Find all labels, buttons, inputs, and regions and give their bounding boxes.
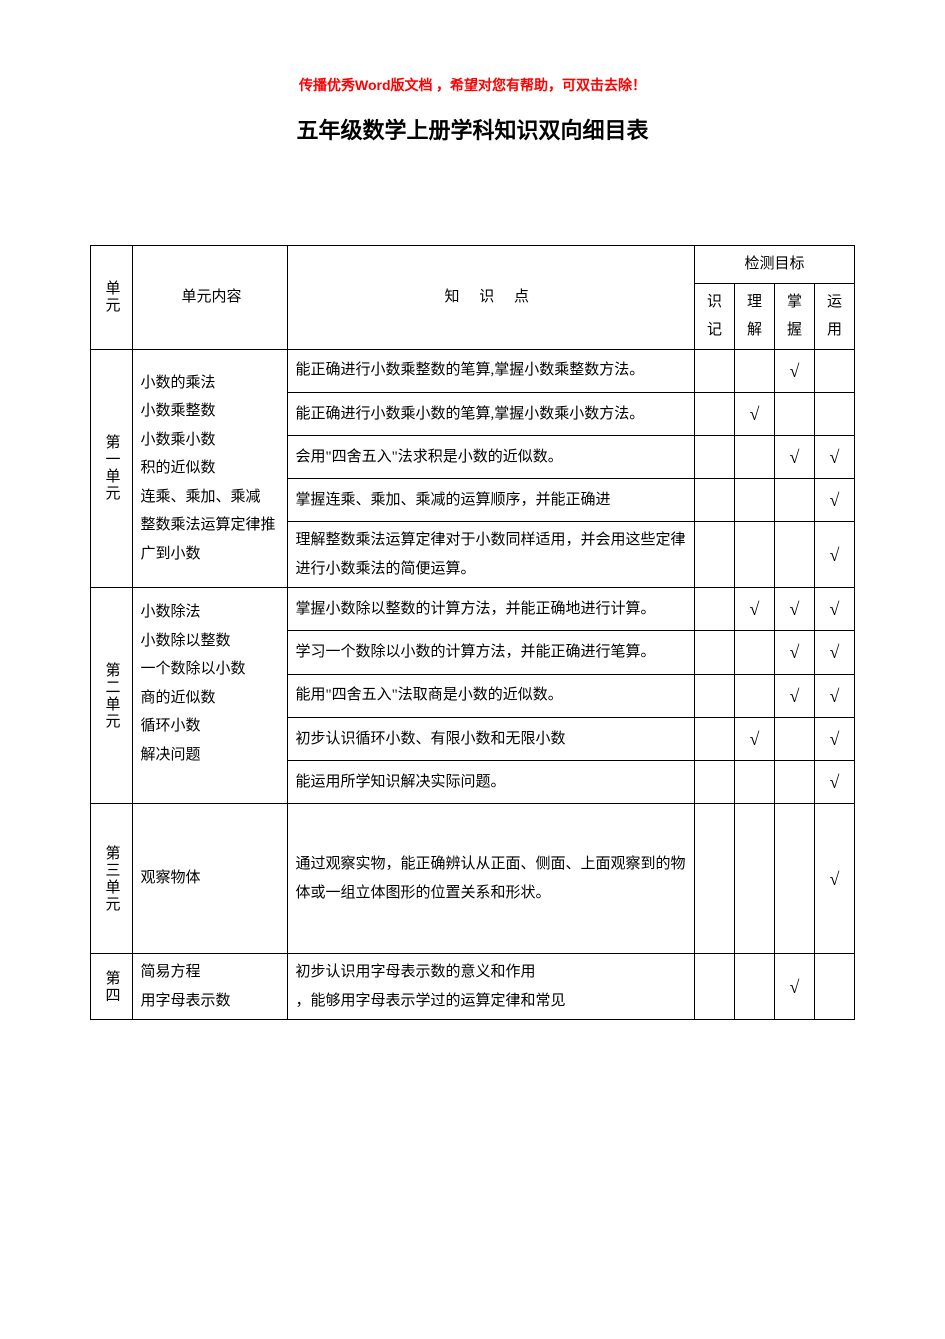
check-cell: [735, 954, 775, 1020]
knowledge-point: 理解整数乘法运算定律对于小数同样适用，并会用这些定律进行小数乘法的简便运算。: [287, 522, 695, 588]
knowledge-point: 能正确进行小数乘整数的笔算,掌握小数乘整数方法。: [287, 349, 695, 392]
check-cell: √: [775, 588, 815, 631]
check-cell: √: [815, 631, 855, 674]
check-cell: [815, 349, 855, 392]
check-cell: √: [815, 435, 855, 478]
check-cell: [695, 954, 735, 1020]
header-middle: 版文档 ，希望对您有帮助，可双击去除！: [391, 79, 647, 94]
knowledge-point: 学习一个数除以小数的计算方法，并能正确进行笔算。: [287, 631, 695, 674]
check-cell: [735, 631, 775, 674]
header-check4: 运用: [815, 283, 855, 349]
check-cell: [775, 522, 815, 588]
check-cell: [695, 588, 735, 631]
unit-label: 第四: [91, 954, 133, 1020]
table-row: 第四 简易方程 用字母表示数 初步认识用字母表示数的意义和作用 ，能够用字母表示…: [91, 954, 855, 1020]
unit-content: 小数的乘法 小数乘整数 小数乘小数 积的近似数 连乘、乘加、乘减 整数乘法运算定…: [132, 349, 287, 588]
check-cell: [695, 674, 735, 717]
unit-label: 第二单元: [91, 588, 133, 804]
table-header-row-1: 单元 单元内容 知 识 点 检测目标: [91, 246, 855, 284]
check-cell: [735, 804, 775, 954]
unit-content: 简易方程 用字母表示数: [132, 954, 287, 1020]
check-cell: [695, 804, 735, 954]
knowledge-point: 掌握小数除以整数的计算方法，并能正确地进行计算。: [287, 588, 695, 631]
check-cell: √: [775, 674, 815, 717]
check-cell: √: [735, 392, 775, 435]
check-cell: √: [775, 631, 815, 674]
check-cell: √: [815, 522, 855, 588]
check-cell: √: [775, 954, 815, 1020]
check-cell: [695, 435, 735, 478]
check-cell: [695, 392, 735, 435]
check-cell: √: [815, 479, 855, 522]
knowledge-point: 能运用所学知识解决实际问题。: [287, 761, 695, 804]
check-cell: √: [815, 761, 855, 804]
check-cell: [735, 349, 775, 392]
check-cell: √: [775, 435, 815, 478]
header-knowledge: 知 识 点: [287, 246, 695, 350]
document-title: 五年级数学上册学科知识双向细目表: [90, 113, 855, 145]
check-cell: [735, 761, 775, 804]
check-cell: [735, 674, 775, 717]
unit-content: 小数除法 小数除以整数 一个数除以小数 商的近似数 循环小数 解决问题: [132, 588, 287, 804]
unit-label: 第三单元: [91, 804, 133, 954]
check-cell: √: [735, 717, 775, 760]
check-cell: [695, 631, 735, 674]
table-row: 第三单元 观察物体 通过观察实物，能正确辨认从正面、侧面、上面观察到的物体或一组…: [91, 804, 855, 954]
check-cell: [735, 522, 775, 588]
header-check2: 理解: [735, 283, 775, 349]
check-cell: √: [735, 588, 775, 631]
check-cell: [695, 522, 735, 588]
check-cell: [815, 392, 855, 435]
table-row: 第二单元 小数除法 小数除以整数 一个数除以小数 商的近似数 循环小数 解决问题…: [91, 588, 855, 631]
table-row: 第一单元 小数的乘法 小数乘整数 小数乘小数 积的近似数 连乘、乘加、乘减 整数…: [91, 349, 855, 392]
check-cell: √: [775, 349, 815, 392]
check-cell: √: [815, 588, 855, 631]
header-check3: 掌握: [775, 283, 815, 349]
unit-content: 观察物体: [132, 804, 287, 954]
check-cell: [695, 349, 735, 392]
header-content: 单元内容: [132, 246, 287, 350]
curriculum-table: 单元 单元内容 知 识 点 检测目标 识记 理解 掌握 运用 第一单元 小数的乘…: [90, 245, 855, 1020]
header-check-target: 检测目标: [695, 246, 855, 284]
knowledge-point: 初步认识用字母表示数的意义和作用 ，能够用字母表示学过的运算定律和常见: [287, 954, 695, 1020]
knowledge-point: 能用"四舍五入"法取商是小数的近似数。: [287, 674, 695, 717]
knowledge-point: 会用"四舍五入"法求积是小数的近似数。: [287, 435, 695, 478]
knowledge-point: 掌握连乘、乘加、乘减的运算顺序，并能正确进: [287, 479, 695, 522]
knowledge-point: 初步认识循环小数、有限小数和无限小数: [287, 717, 695, 760]
header-unit: 单元: [91, 246, 133, 350]
check-cell: [815, 954, 855, 1020]
knowledge-point: 能正确进行小数乘小数的笔算,掌握小数乘小数方法。: [287, 392, 695, 435]
check-cell: √: [815, 804, 855, 954]
header-notice: 传播优秀Word版文档 ，希望对您有帮助，可双击去除！: [90, 75, 855, 95]
check-cell: [775, 804, 815, 954]
check-cell: [775, 392, 815, 435]
check-cell: [775, 479, 815, 522]
knowledge-point: 通过观察实物，能正确辨认从正面、侧面、上面观察到的物体或一组立体图形的位置关系和…: [287, 804, 695, 954]
check-cell: √: [815, 674, 855, 717]
check-cell: [695, 761, 735, 804]
header-word: Word: [355, 77, 391, 93]
unit-label: 第一单元: [91, 349, 133, 588]
header-check1: 识记: [695, 283, 735, 349]
check-cell: [735, 479, 775, 522]
check-cell: [735, 435, 775, 478]
check-cell: [695, 717, 735, 760]
check-cell: √: [815, 717, 855, 760]
check-cell: [775, 761, 815, 804]
check-cell: [695, 479, 735, 522]
header-prefix: 传播优秀: [299, 79, 355, 94]
check-cell: [775, 717, 815, 760]
